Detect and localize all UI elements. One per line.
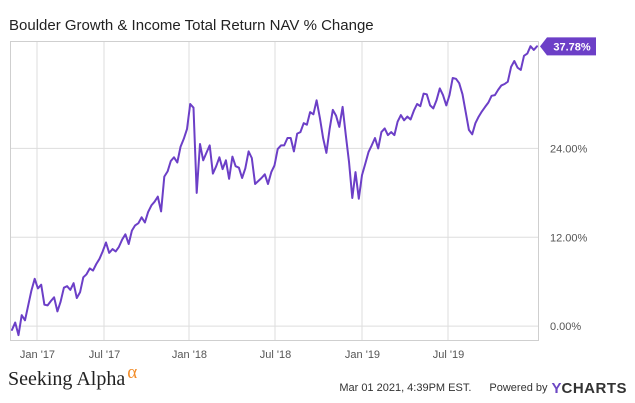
timestamp: Mar 01 2021, 4:39PM EST. — [339, 382, 472, 394]
y-tick-label: 0.00% — [550, 321, 581, 333]
x-tick-label: Jan '17 — [20, 349, 55, 361]
ycharts-y-icon: Y — [551, 379, 562, 397]
series — [11, 45, 538, 337]
chart-footer: Mar 01 2021, 4:39PM EST. Powered by YCHA… — [339, 378, 627, 398]
series-line — [11, 45, 538, 337]
y-tick-label: 24.00% — [550, 143, 588, 155]
ycharts-logo: YCHARTS — [551, 380, 627, 397]
brand-text: Seeking Alpha — [8, 368, 126, 390]
alpha-icon: α — [127, 362, 138, 383]
seeking-alpha-logo: Seeking Alpha α — [8, 362, 137, 398]
x-tick-label: Jan '18 — [172, 349, 207, 361]
x-tick-label: Jul '17 — [89, 349, 120, 361]
last-value-badge-bg — [540, 37, 596, 56]
grid-lines — [11, 42, 538, 340]
x-axis-ticks: Jan '17 Jul '17 Jan '18 Jul '18 Jan '19 Jul '… — [20, 349, 464, 361]
chart-title: Boulder Growth & Income Total Return NAV… — [9, 17, 374, 34]
x-tick-label: Jul '18 — [260, 349, 291, 361]
last-value-label: 37.78% — [553, 41, 591, 53]
last-value-badge: 37.78% — [540, 37, 596, 56]
x-tick-label: Jan '19 — [345, 349, 380, 361]
y-axis-ticks: 0.00% 12.00% 24.00% — [550, 143, 588, 333]
powered-by-label: Powered by — [489, 382, 548, 394]
x-tick-label: Jul '19 — [433, 349, 464, 361]
ycharts-wordmark: CHARTS — [561, 379, 627, 397]
y-tick-label: 12.00% — [550, 232, 588, 244]
